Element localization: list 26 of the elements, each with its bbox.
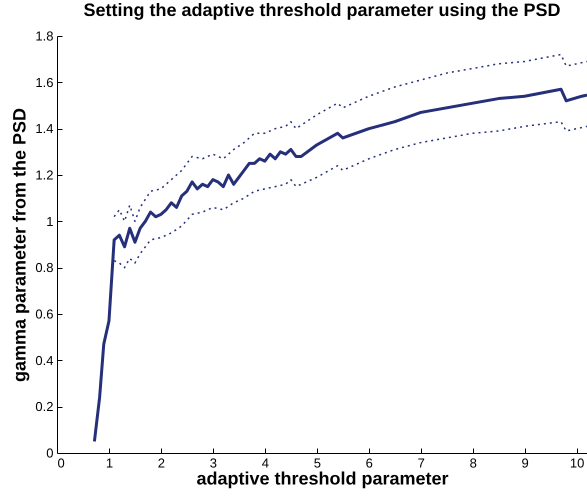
x-tick-label: 8 [470, 456, 477, 470]
y-tick-label: 1.2 [35, 168, 54, 182]
x-tick-label: 7 [418, 456, 425, 470]
y-tick-label: 0.8 [35, 260, 54, 276]
y-tick-label: 1 [46, 214, 54, 229]
x-tick-label: 0 [58, 456, 65, 470]
x-tick-label: 2 [158, 456, 166, 470]
y-tick-label: 0.2 [35, 399, 54, 414]
y-tick-label: 0.6 [35, 306, 54, 322]
x-tick-label: 1 [106, 456, 114, 470]
line-series [92, 88, 587, 443]
x-tick-label: 4 [262, 456, 269, 470]
x-tick-label: 9 [522, 456, 529, 470]
y-tick-label: 1.4 [35, 121, 54, 136]
y-tick-label: 1.6 [35, 74, 54, 90]
x-tick-label: 5 [314, 456, 321, 470]
y-tick-label: 0 [46, 446, 54, 460]
chart-title: Setting the adaptive threshold parameter using the PSD [83, 0, 561, 20]
y-axis-title: gamma parameter from the PSD [9, 108, 30, 382]
x-tick-label: 6 [366, 456, 373, 470]
x-tick-label: 10 [570, 456, 584, 470]
y-tick-label: 0.4 [35, 352, 54, 368]
y-tick-label: 1.8 [35, 28, 54, 44]
x-axis-title: adaptive threshold parameter [196, 468, 449, 488]
x-tick-label: 3 [210, 456, 217, 470]
line-series [113, 54, 587, 222]
